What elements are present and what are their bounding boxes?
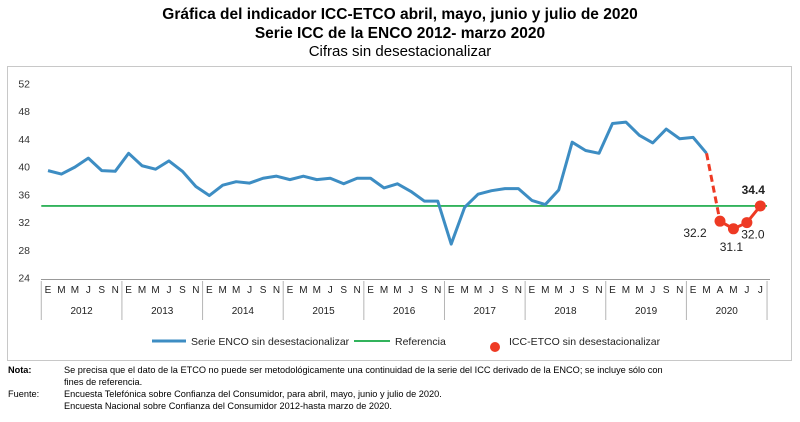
nota-text-2: fines de referencia.	[64, 377, 143, 387]
x-month-label: S	[663, 285, 670, 296]
etco-dashed-connector	[705, 152, 722, 222]
x-month-label: S	[260, 285, 267, 296]
x-month-label: J	[744, 285, 749, 296]
x-month-label: M	[541, 285, 549, 296]
chart-subtitle: Cifras sin desestacionalizar	[308, 43, 492, 60]
x-month-label: N	[354, 285, 361, 296]
x-year-label-2016: 2016	[393, 306, 416, 317]
x-month-label: J	[166, 285, 171, 296]
x-month-label: M	[460, 285, 468, 296]
x-month-label: N	[434, 285, 441, 296]
x-year-label-2019: 2019	[635, 306, 658, 317]
series-enco-line	[47, 120, 708, 246]
x-month-label: N	[515, 285, 522, 296]
y-tick-label-40: 40	[18, 162, 30, 174]
x-month-label: N	[273, 285, 280, 296]
etco-data-label: 34.4	[742, 183, 766, 197]
x-month-label: E	[448, 285, 455, 296]
y-tick-label-32: 32	[18, 217, 30, 229]
x-month-label: J	[408, 285, 413, 296]
legend-etco-label: ICC-ETCO sin desestacionalizar	[509, 336, 661, 348]
x-month-label: M	[555, 285, 563, 296]
etco-point	[714, 215, 726, 227]
nota-text-1: Se precisa que el dato de la ETCO no pue…	[64, 365, 663, 375]
x-year-label-2013: 2013	[151, 306, 174, 317]
x-month-label: J	[489, 285, 494, 296]
x-month-label: J	[328, 285, 333, 296]
x-year-label-2020: 2020	[716, 306, 739, 317]
y-tick-label-48: 48	[18, 106, 30, 118]
nota-label: Nota:	[8, 365, 32, 375]
x-month-label: M	[635, 285, 643, 296]
x-month-label: J	[247, 285, 252, 296]
x-month-label: S	[502, 285, 509, 296]
x-month-label: M	[380, 285, 388, 296]
x-month-label: M	[393, 285, 401, 296]
x-month-label: N	[192, 285, 199, 296]
y-tick-label-36: 36	[18, 189, 30, 201]
chart-title-line2: Serie ICC de la ENCO 2012- marzo 2020	[254, 25, 546, 42]
x-year-label-2014: 2014	[232, 306, 255, 317]
etco-point	[727, 223, 739, 235]
x-month-label: S	[340, 285, 347, 296]
x-month-label: M	[57, 285, 65, 296]
x-month-label: S	[582, 285, 589, 296]
x-month-label: N	[676, 285, 683, 296]
x-month-label: N	[112, 285, 119, 296]
legend-etco-swatch	[490, 342, 500, 352]
series-etco-line	[719, 204, 762, 231]
y-tick-label-24: 24	[18, 273, 30, 285]
x-month-label: E	[206, 285, 213, 296]
x-month-label: E	[529, 285, 536, 296]
x-month-label: M	[474, 285, 482, 296]
x-month-label: M	[729, 285, 737, 296]
x-month-label: S	[421, 285, 428, 296]
x-month-label: E	[690, 285, 697, 296]
x-month-label: J	[650, 285, 655, 296]
x-month-label: S	[98, 285, 105, 296]
x-month-label: M	[138, 285, 146, 296]
x-month-label: A	[717, 285, 724, 296]
y-tick-label-28: 28	[18, 245, 30, 257]
etco-data-label: 32.2	[683, 226, 707, 240]
x-year-label-2017: 2017	[474, 306, 497, 317]
etco-point	[754, 200, 766, 212]
x-month-label: M	[702, 285, 710, 296]
x-month-label: M	[219, 285, 227, 296]
x-year-label-2015: 2015	[312, 306, 335, 317]
x-month-label: E	[367, 285, 374, 296]
x-month-label: S	[179, 285, 186, 296]
x-month-label: N	[595, 285, 602, 296]
x-year-label-2018: 2018	[554, 306, 577, 317]
x-month-label: E	[287, 285, 294, 296]
legend-referencia-label: Referencia	[395, 336, 446, 348]
chart-title-line1: Gráfica del indicador ICC-ETCO abril, ma…	[162, 6, 638, 23]
chart-frame	[7, 66, 792, 361]
notes-block: Nota: Se precisa que el dato de la ETCO …	[8, 364, 792, 412]
x-year-label-2012: 2012	[70, 306, 93, 317]
x-month-label: M	[622, 285, 630, 296]
x-month-label: M	[232, 285, 240, 296]
x-month-label: E	[125, 285, 132, 296]
x-month-label: E	[609, 285, 616, 296]
x-month-label: M	[313, 285, 321, 296]
etco-data-label: 32.0	[741, 228, 765, 242]
fuente-text-1: Encuesta Telefónica sobre Confianza del …	[64, 389, 442, 399]
fuente-label: Fuente:	[8, 389, 40, 399]
x-month-label: M	[151, 285, 159, 296]
y-tick-label-52: 52	[18, 79, 30, 91]
etco-data-label: 31.1	[720, 240, 744, 254]
x-month-label: M	[71, 285, 79, 296]
etco-point	[741, 217, 753, 229]
x-month-label: J	[758, 285, 763, 296]
x-month-label: J	[570, 285, 575, 296]
x-month-label: M	[299, 285, 307, 296]
legend-enco-label: Serie ENCO sin desestacionalizar	[191, 336, 350, 348]
x-month-label: E	[45, 285, 52, 296]
x-month-label: J	[86, 285, 91, 296]
y-tick-label-44: 44	[18, 134, 30, 146]
fuente-text-2: Encuesta Nacional sobre Confianza del Co…	[64, 401, 392, 411]
